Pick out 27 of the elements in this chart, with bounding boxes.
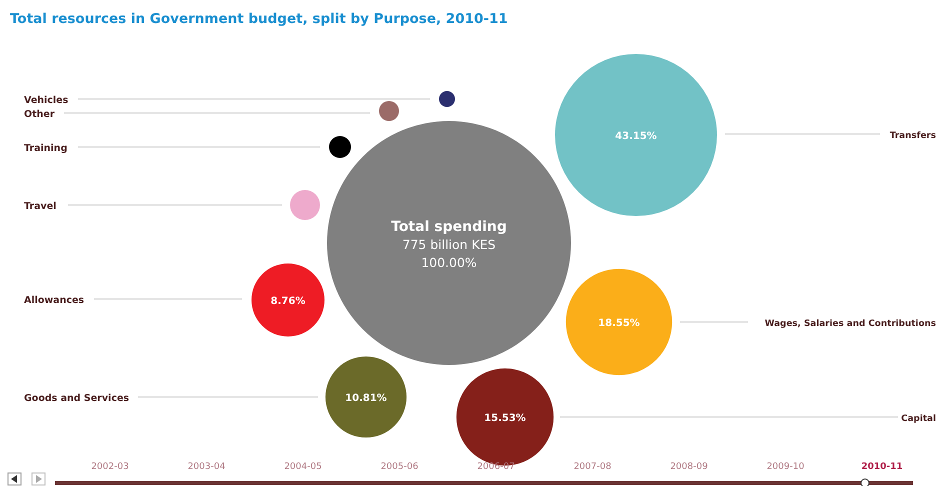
data-label: 8.76% — [270, 296, 306, 307]
category-label: Travel — [24, 201, 56, 212]
data-label: 15.53% — [484, 413, 526, 424]
text: Total spending — [391, 219, 507, 235]
text: 2002-03 — [91, 462, 129, 472]
category-label: Vehicles — [24, 95, 69, 106]
text: 2008-09 — [670, 462, 708, 472]
data-label: 10.81% — [345, 393, 387, 404]
category-label: Transfers — [890, 131, 936, 141]
category-label: Training — [24, 143, 68, 154]
category-label: Goods and Services — [24, 393, 130, 404]
text: 2005-06 — [380, 462, 419, 472]
data-label: 43.15% — [615, 131, 657, 142]
text: 2004-05 — [284, 462, 322, 472]
text: 775 billion KES — [402, 237, 496, 252]
text: 2010-11 — [861, 462, 903, 472]
text: 2003-04 — [188, 462, 226, 472]
category-label: Capital — [901, 414, 936, 424]
text: 2007-08 — [574, 462, 612, 472]
text: 2009-10 — [766, 462, 805, 472]
data-label: 18.55% — [598, 318, 640, 329]
category-label: Other — [24, 109, 55, 120]
text: 100.00% — [421, 255, 477, 270]
category-label: Allowances — [24, 295, 84, 306]
category-label: Wages, Salaries and Contributions — [764, 319, 936, 329]
text: 2006-07 — [477, 462, 515, 472]
text: Total resources in Government budget, split by Purpose, 2010-11 — [10, 11, 508, 27]
